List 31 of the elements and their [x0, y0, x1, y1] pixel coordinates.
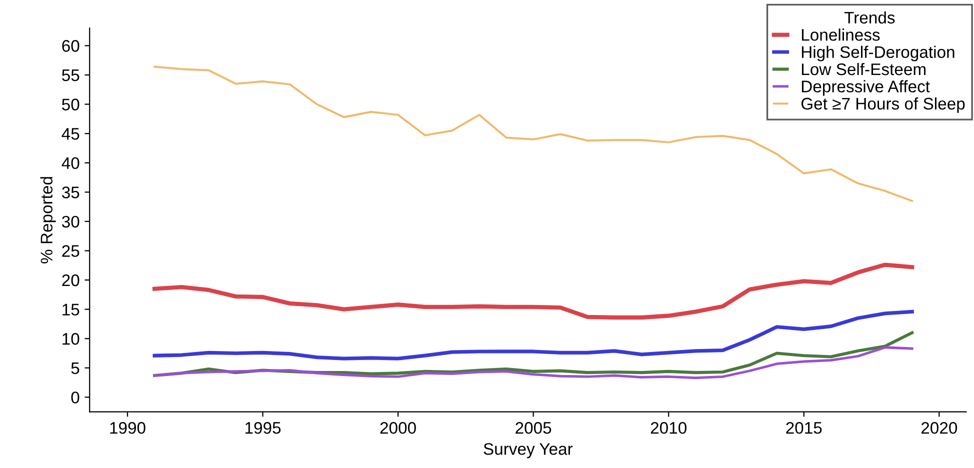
legend-label: Loneliness	[802, 28, 880, 41]
y-tick-label: 35	[62, 186, 80, 198]
y-tick-label: 30	[62, 216, 80, 228]
x-tick-label: 1990	[110, 422, 146, 434]
x-tick-label: 2010	[650, 422, 686, 434]
y-tick-label: 45	[62, 128, 80, 140]
legend-label: High Self-Derogation	[802, 46, 954, 62]
line-series	[153, 346, 914, 380]
y-tick-label: 40	[62, 157, 80, 170]
y-tick-label: 15	[62, 304, 80, 316]
y-tick-label: 25	[62, 245, 80, 257]
x-axis-title: Survey Year	[484, 443, 573, 458]
legend-label: Low Self-Esteem	[802, 62, 926, 76]
y-axis-title: % Reported	[40, 177, 56, 264]
y-tick-label: 50	[62, 98, 80, 110]
y-tick-label: 10	[62, 333, 80, 345]
x-tick-label: 2020	[921, 422, 958, 434]
line-series	[152, 310, 914, 360]
x-tick-label: 1995	[246, 422, 281, 434]
line-series	[152, 262, 914, 320]
legend-label: Depressive Affect	[802, 80, 930, 96]
y-tick-label: 5	[71, 362, 80, 374]
x-tick-label: 2005	[516, 422, 552, 434]
legend-label: Get ≥7 Hours of Sleep	[801, 97, 965, 113]
y-tick-label: 60	[62, 40, 80, 52]
y-tick-label: 55	[62, 70, 80, 82]
y-tick-label: 0	[71, 392, 80, 404]
legend-title: Trends	[844, 11, 895, 24]
y-tick-label: 20	[62, 274, 80, 286]
x-tick-label: 2000	[380, 422, 416, 434]
x-tick-label: 2015	[786, 422, 822, 434]
